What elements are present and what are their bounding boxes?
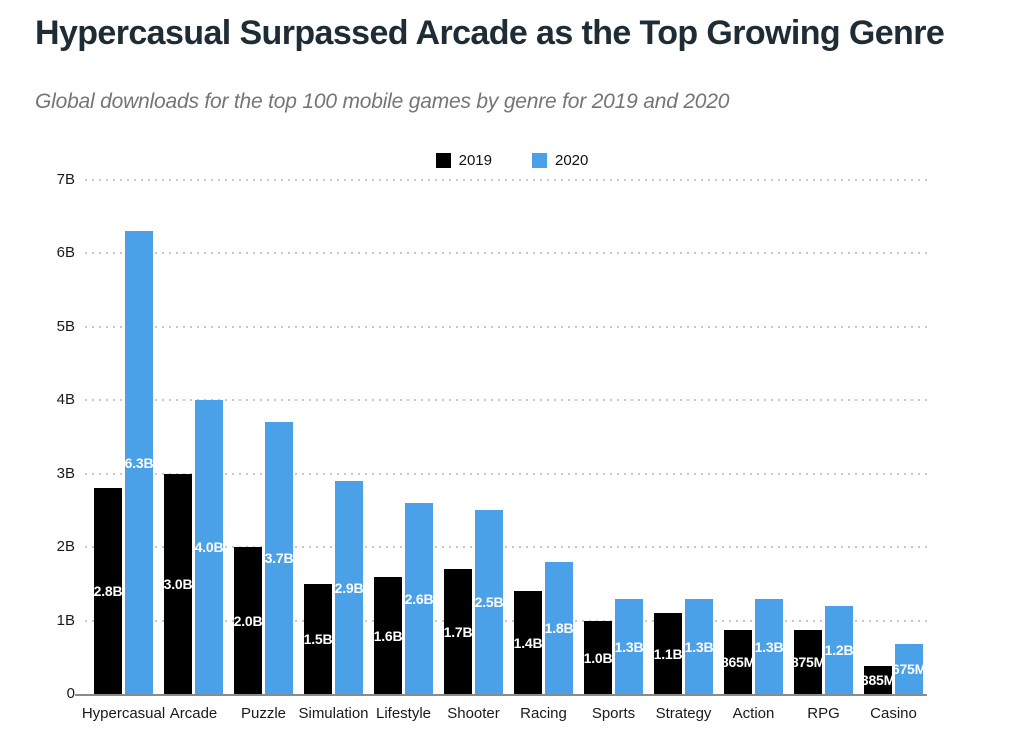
bar-2020-sports: 1.3B	[614, 599, 644, 694]
x-axis-label-arcade: Arcade	[169, 705, 218, 722]
y-axis-tick-6B: 6B	[56, 244, 75, 262]
x-axis-label-shooter: Shooter	[447, 705, 500, 722]
bar-value-label: 2.9B	[334, 579, 364, 596]
bar-value-label: 2.6B	[404, 590, 434, 607]
bar-2020-shooter: 2.5B	[474, 510, 504, 694]
bar-value-label: 1.1B	[653, 645, 683, 662]
gridline-4B	[85, 399, 927, 402]
gridline-2B	[85, 546, 927, 549]
bar-value-label: 1.0B	[583, 649, 613, 666]
bar-2020-hypercasual: 6.3B	[124, 231, 154, 694]
y-axis-tick-4B: 4B	[56, 391, 75, 409]
plot-area: 2.8B 3.0B 2.0B 1.5B 1.6B 1.7B 1.4B 1.0B 1.1B 865M…	[85, 180, 927, 694]
legend-swatch-2019-icon	[435, 153, 451, 168]
gridline-1B	[85, 619, 927, 622]
y-axis-tick-3B: 3B	[56, 464, 75, 482]
bar-value-label: 1.4B	[513, 634, 543, 651]
legend-swatch-2020-icon	[532, 153, 547, 168]
legend-label-2019: 2019	[458, 152, 492, 169]
bar-value-label: 1.5B	[303, 631, 333, 647]
bar-2020-lifestyle: 2.6B	[404, 503, 434, 694]
bar-value-label: 2.0B	[233, 612, 263, 629]
bar-value-label: 385M	[860, 672, 896, 688]
gridline-3B	[85, 472, 927, 475]
bar-2019-racing: 1.4B	[513, 591, 543, 694]
x-axis-label-casino: Casino	[870, 705, 917, 722]
bar-value-label: 6.3B	[124, 454, 154, 471]
x-axis-label-sports: Sports	[591, 705, 636, 722]
y-axis-tick-5B: 5B	[56, 317, 75, 335]
bar-value-label: 4.0B	[194, 539, 224, 555]
bar-value-label: 865M	[720, 654, 756, 670]
y-axis-tick-7B: 7B	[56, 171, 75, 188]
bar-value-label: 1.3B	[614, 638, 644, 655]
legend-label-2020: 2020	[555, 152, 589, 169]
bar-2020-simulation: 2.9B	[334, 481, 364, 694]
bar-2019-lifestyle: 1.6B	[373, 577, 403, 694]
gridline-7B	[85, 179, 927, 181]
x-axis-label-puzzle: Puzzle	[240, 705, 287, 722]
x-axis-label-lifestyle: Lifestyle	[375, 705, 432, 722]
legend: 2019 2020	[0, 152, 1024, 169]
y-axis-tick-1B: 1B	[56, 611, 75, 629]
bar-2019-shooter: 1.7B	[443, 569, 473, 694]
bar-2020-puzzle: 3.7B	[264, 422, 294, 694]
bar-2019-casino: 385M	[860, 666, 896, 694]
bar-value-label: 675M	[891, 661, 927, 677]
chart-subtitle: Global downloads for the top 100 mobile …	[35, 90, 730, 113]
bar-2019-rpg: 875M	[790, 630, 826, 694]
x-axis-line	[75, 694, 927, 696]
legend-item-2020: 2020	[532, 152, 588, 169]
bar-value-label: 2.8B	[93, 583, 123, 599]
bar-2019-puzzle: 2.0B	[233, 547, 263, 694]
bar-2020-action: 1.3B	[754, 599, 784, 694]
bar-value-label: 1.3B	[684, 638, 714, 655]
bar-value-label: 1.8B	[544, 620, 574, 636]
x-axis-label-strategy: Strategy	[655, 705, 712, 722]
bar-value-label: 875M	[790, 654, 826, 670]
bar-value-label: 2.5B	[474, 594, 504, 610]
bar-2019-arcade: 3.0B	[163, 474, 193, 694]
bar-value-label: 1.7B	[443, 623, 473, 640]
bar-value-label: 1.3B	[754, 638, 784, 655]
bar-2019-simulation: 1.5B	[303, 584, 333, 694]
bar-value-label: 3.7B	[264, 550, 294, 566]
bar-2019-sports: 1.0B	[583, 621, 613, 694]
chart-title: Hypercasual Surpassed Arcade as the Top …	[35, 14, 945, 52]
bar-2020-strategy: 1.3B	[684, 599, 714, 694]
x-axis-label-hypercasual: Hypercasual	[81, 705, 166, 722]
bar-value-label: 1.6B	[373, 627, 403, 644]
gridline-5B	[85, 325, 927, 328]
bar-2020-arcade: 4.0B	[194, 400, 224, 694]
y-axis-tick-0: 0	[66, 685, 75, 702]
bar-2019-action: 865M	[720, 630, 756, 694]
legend-item-2019: 2019	[435, 152, 492, 169]
bar-2020-casino: 675M	[891, 644, 927, 694]
x-axis-label-rpg: RPG	[807, 705, 840, 722]
bar-2019-strategy: 1.1B	[653, 613, 683, 694]
gridline-6B	[85, 252, 927, 255]
x-axis-label-action: Action	[732, 705, 775, 722]
x-axis-label-simulation: Simulation	[298, 705, 369, 722]
y-axis-tick-2B: 2B	[56, 538, 75, 556]
bar-2020-rpg: 1.2B	[824, 606, 854, 694]
x-axis-label-racing: Racing	[520, 705, 567, 722]
bar-value-label: 1.2B	[824, 642, 854, 658]
bar-2020-racing: 1.8B	[544, 562, 574, 694]
bar-value-label: 3.0B	[163, 576, 193, 592]
bar-2019-hypercasual: 2.8B	[93, 488, 123, 694]
